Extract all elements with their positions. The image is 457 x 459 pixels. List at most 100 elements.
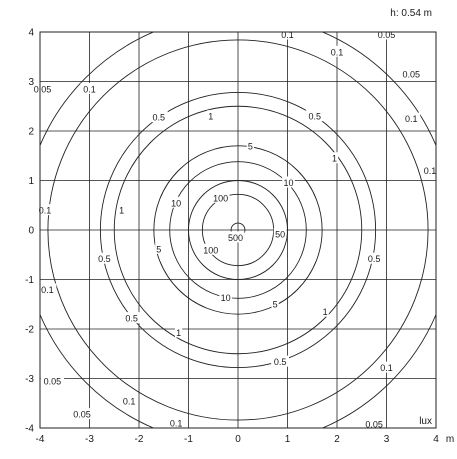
- x-tick-label: 1: [285, 434, 291, 445]
- contour-label: 0.1: [41, 285, 54, 295]
- contour-label-bg: [365, 252, 384, 264]
- contour-label-bg: [246, 139, 255, 151]
- contour-label-bg: [149, 111, 168, 123]
- contour-label: 1: [119, 206, 124, 216]
- contour-label: 0.5: [308, 112, 321, 122]
- x-tick-label: -1: [184, 434, 193, 445]
- x-tick-label: -4: [36, 434, 45, 445]
- contour-label: 10: [171, 198, 181, 208]
- contour-label-bg: [38, 283, 57, 295]
- contour-label: 0.1: [123, 396, 136, 406]
- contour-1: [113, 105, 363, 355]
- contour-label-bg: [402, 112, 421, 124]
- contour-label-bg: [201, 243, 220, 255]
- contour-label-bg: [282, 176, 295, 188]
- contour-label: 0.5: [274, 357, 287, 367]
- y-tick-label: 0: [28, 226, 34, 237]
- contour-label: 0.5: [125, 314, 138, 324]
- contour-label-bg: [174, 326, 183, 338]
- contour-label: 10: [221, 293, 231, 303]
- contour-label: 0.1: [170, 419, 183, 429]
- contour-label-bg: [421, 164, 440, 176]
- contour-label: 0.5: [153, 113, 166, 123]
- value-unit-label: lux: [419, 416, 432, 427]
- contour-0.5: [99, 91, 377, 369]
- contour-label-bg: [118, 204, 126, 216]
- contour-label: 1: [208, 112, 213, 122]
- contour-label: 0.5: [98, 254, 111, 264]
- x-tick-label: 3: [384, 434, 390, 445]
- contour-label-bg: [80, 82, 99, 94]
- contour-label-bg: [399, 68, 423, 80]
- contour-label: 5: [248, 141, 253, 151]
- contour-label-bg: [271, 297, 279, 309]
- x-tick-label: 0: [235, 434, 241, 445]
- contour-10: [169, 161, 307, 299]
- contour-label-bg: [273, 227, 287, 239]
- contour-label-bg: [155, 242, 163, 254]
- contour-5: [153, 145, 323, 315]
- contour-50: [188, 180, 288, 280]
- contour-label-bg: [271, 355, 290, 367]
- contour-label: 0.05: [73, 410, 91, 420]
- contour-label: 100: [203, 245, 218, 255]
- y-tick-label: 3: [28, 77, 34, 88]
- contour-label: 0.1: [405, 114, 418, 124]
- contour-label: 0.1: [39, 206, 52, 216]
- contour-label: 0.05: [44, 376, 62, 386]
- height-annotation: h: 0.54 m: [390, 8, 432, 19]
- contour-label: 5: [273, 299, 278, 309]
- y-tick-label: 1: [28, 176, 34, 187]
- contour-label-bg: [226, 231, 245, 243]
- contour-label-bg: [219, 291, 232, 303]
- x-axis-ticks: -4 -3 -2 -1 0 1 2 3 4: [36, 434, 440, 445]
- y-tick-label: -4: [25, 424, 34, 435]
- contour-label-bg: [122, 312, 141, 324]
- contour-label-bg: [305, 110, 324, 122]
- contour-label: 0.1: [83, 84, 96, 94]
- contour-label: 500: [228, 233, 243, 243]
- contour-label-bg: [207, 110, 215, 122]
- contour-label: 5: [156, 244, 161, 254]
- contour-label: 1: [323, 307, 328, 317]
- contour-label-bg: [167, 417, 186, 429]
- plot-frame: [39, 31, 437, 429]
- y-tick-label: 4: [28, 28, 34, 39]
- contour-label-bg: [321, 305, 329, 317]
- contour-label: 1: [332, 154, 337, 164]
- y-tick-label: -3: [25, 374, 34, 385]
- contour-label-bg: [30, 82, 55, 94]
- contour-label: 0.1: [380, 363, 393, 373]
- contour-label: 100: [213, 193, 228, 203]
- contour-label-bg: [95, 252, 114, 264]
- contour-label: 0.05: [365, 420, 383, 430]
- contour-label: 0.1: [331, 47, 344, 57]
- contour-label-bg: [70, 408, 94, 420]
- contour-label-bg: [36, 204, 54, 216]
- contour-label-bg: [211, 191, 230, 203]
- contour-lines: [40, 32, 436, 428]
- x-tick-label: 4: [433, 434, 439, 445]
- contour-label: 1: [176, 328, 181, 338]
- contour-label: 0.1: [424, 166, 437, 176]
- y-tick-label: -2: [25, 325, 34, 336]
- x-tick-label: -2: [135, 434, 144, 445]
- contour-label: 0.1: [281, 30, 294, 40]
- contour-label-bg: [374, 28, 399, 40]
- contour-label: 0.05: [34, 84, 52, 94]
- contour-label-bg: [377, 361, 396, 373]
- contour-label: 0.05: [402, 70, 420, 80]
- contour-label-bg: [278, 28, 297, 40]
- contour-label-bg: [120, 394, 139, 406]
- y-tick-label: 2: [28, 127, 34, 138]
- contour-100: [201, 193, 275, 267]
- y-axis-ticks: 4 3 2 1 0 -1 -2 -3 -4: [25, 28, 34, 435]
- contour-label: 0.5: [368, 254, 381, 264]
- contour-label-bg: [362, 418, 386, 430]
- x-tick-label: -3: [85, 434, 94, 445]
- contour-0.1: [47, 39, 429, 421]
- contour-label: 50: [275, 229, 285, 239]
- grid-lines: [40, 32, 436, 428]
